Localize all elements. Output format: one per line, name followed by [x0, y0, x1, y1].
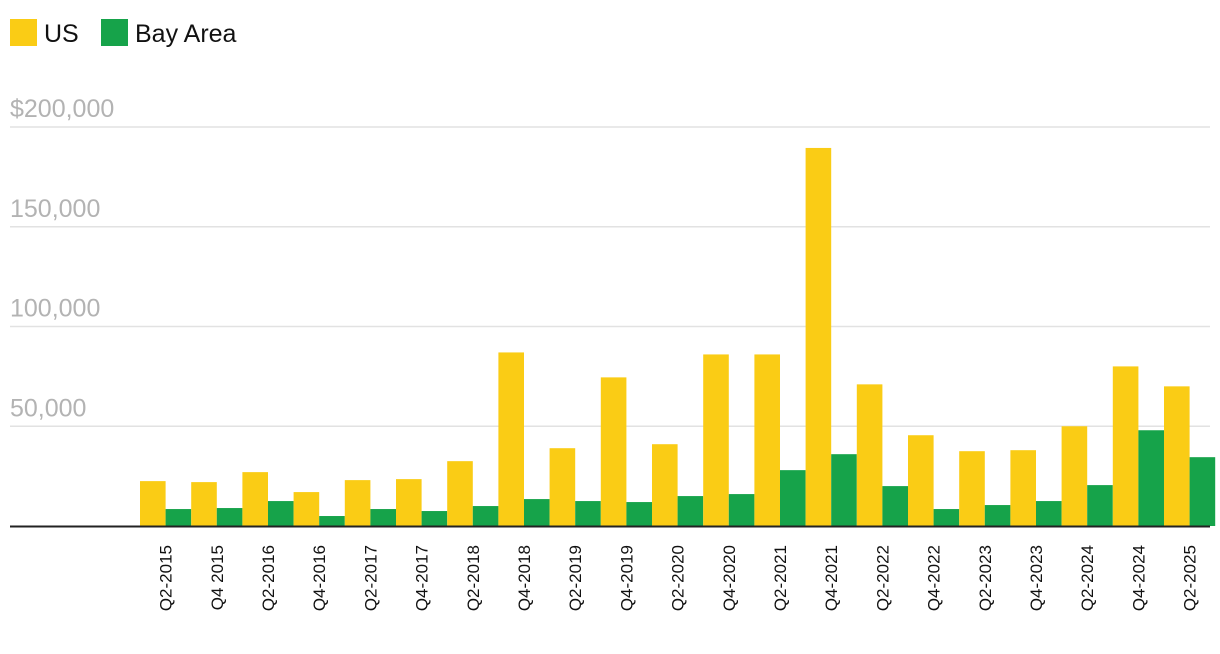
legend-label-us: US [44, 20, 79, 48]
x-tick-label: Q4-2023 [1027, 545, 1046, 611]
x-tick-label: Q2-2024 [1078, 545, 1097, 611]
bar-bay-area [831, 454, 857, 526]
bar-us [242, 472, 268, 526]
x-tick-label: Q2-2018 [464, 545, 483, 611]
bar-bay-area [728, 494, 755, 526]
bars [140, 147, 1216, 526]
bar-bay-area [216, 508, 243, 526]
bar-bay-area [421, 511, 448, 526]
x-tick-label: Q2-2020 [669, 545, 688, 611]
x-tick-label: Q2-2022 [873, 545, 892, 611]
y-tick-label: 50,000 [10, 394, 86, 422]
bar-bay-area [677, 496, 704, 526]
bar-us [652, 444, 678, 526]
x-tick-label: Q4-2017 [413, 545, 432, 611]
x-tick-label: Q2-2017 [361, 545, 380, 611]
bar-us [1112, 366, 1139, 526]
bar-us [396, 479, 422, 526]
bar-us [191, 482, 217, 526]
x-axis-tick-labels: Q2-2015 Q4 2015 Q2-2016 Q4-2016 Q2-2017 Q4-20… [157, 545, 1200, 611]
bar-bay-area [882, 486, 908, 526]
bar-bay-area [1189, 457, 1216, 526]
bar-bay-area [524, 499, 550, 526]
x-tick-label: Q2-2023 [976, 545, 995, 611]
bar-bay-area [370, 509, 396, 526]
bar-bay-area [472, 506, 499, 526]
bar-bay-area [984, 505, 1011, 526]
bar-us [754, 354, 780, 526]
bar-us [447, 461, 473, 526]
bar-bay-area [1087, 485, 1113, 526]
x-tick-label: Q2-2015 [157, 545, 176, 611]
x-tick-label: Q4-2020 [720, 545, 739, 611]
x-tick-label: Q2-2019 [566, 545, 585, 611]
x-tick-label: Q2-2021 [771, 545, 790, 611]
y-tick-label: 150,000 [10, 195, 100, 223]
legend-swatch-bay-area [101, 19, 128, 46]
x-tick-label: Q4-2016 [310, 545, 329, 611]
bar-us [498, 352, 524, 526]
y-axis-tick-labels: 50,000 100,000 150,000 $200,000 [10, 95, 114, 422]
legend: US Bay Area [10, 19, 237, 48]
bar-bay-area [268, 501, 294, 526]
x-tick-label: Q4-2021 [822, 545, 841, 611]
bar-us [293, 492, 320, 526]
x-tick-label: Q4-2018 [515, 545, 534, 611]
bar-bay-area [319, 516, 345, 526]
bar-us [549, 448, 576, 526]
bar-us [703, 354, 729, 526]
x-tick-label: Q4-2022 [925, 545, 944, 611]
bar-us [1164, 386, 1190, 526]
x-tick-label: Q4-2019 [617, 545, 636, 611]
bar-us [908, 435, 934, 526]
y-tick-label: 100,000 [10, 295, 100, 323]
x-tick-label: Q4-2024 [1129, 545, 1148, 611]
y-tick-label: $200,000 [10, 95, 114, 123]
bar-bay-area [626, 502, 652, 526]
bar-us [344, 480, 371, 526]
bar-bay-area [933, 509, 960, 526]
bar-bay-area [1036, 501, 1062, 526]
bar-us [600, 377, 627, 526]
bar-us [959, 451, 985, 526]
bar-us [1010, 450, 1036, 526]
x-tick-label: Q2-2025 [1181, 545, 1200, 611]
bar-us [856, 384, 883, 526]
x-tick-label: Q4 2015 [208, 545, 227, 610]
bar-bay-area [1138, 430, 1164, 526]
bar-us [140, 481, 166, 526]
bar-us [1061, 426, 1088, 526]
x-tick-label: Q2-2016 [259, 545, 278, 611]
bar-bay-area [575, 501, 601, 526]
legend-label-bay-area: Bay Area [135, 20, 237, 48]
bar-bay-area [780, 470, 806, 526]
bar-bay-area [165, 509, 192, 526]
bar-us [805, 147, 832, 526]
legend-swatch-us [10, 19, 37, 46]
